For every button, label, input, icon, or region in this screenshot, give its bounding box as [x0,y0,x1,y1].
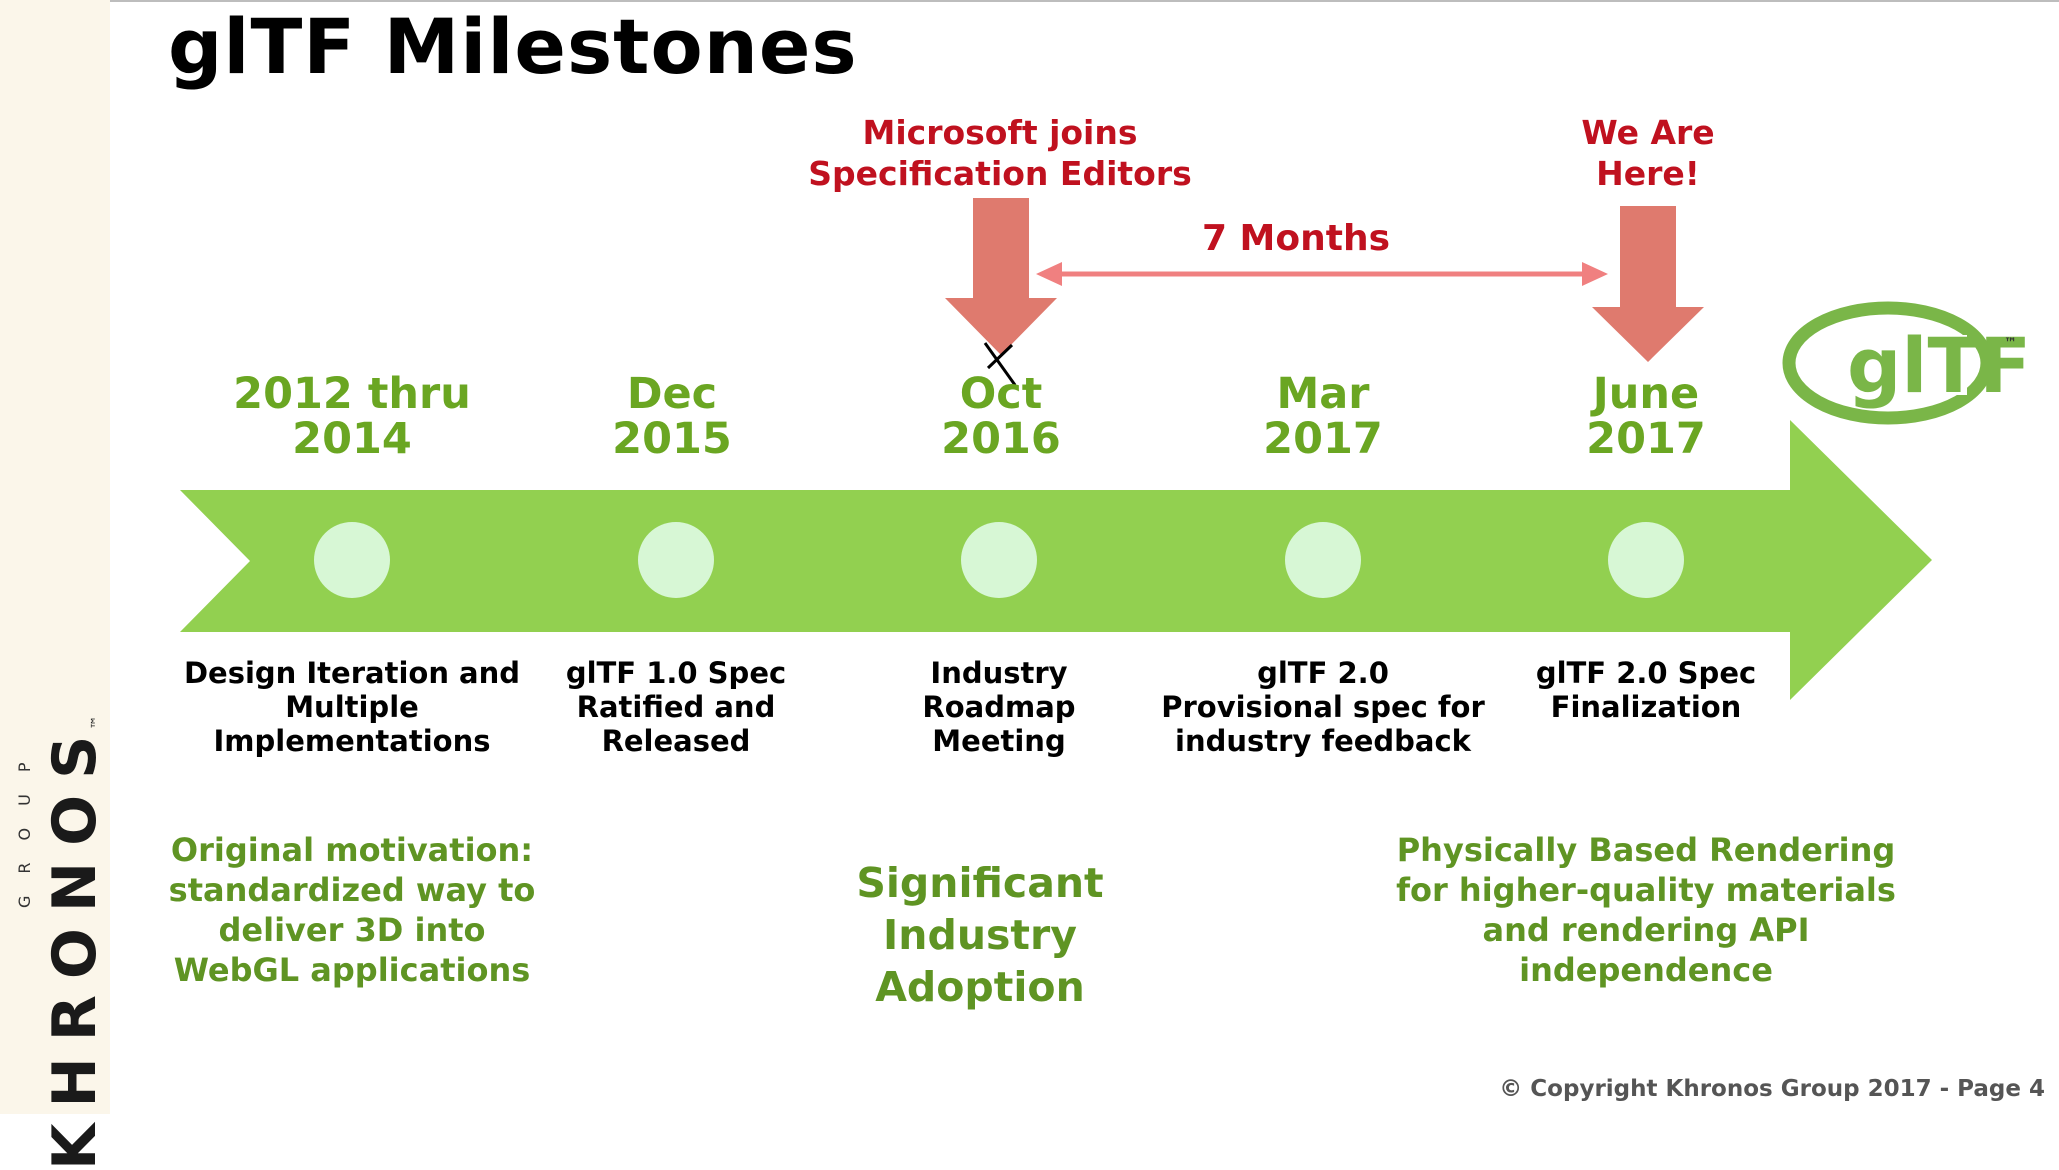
milestone-date-3: Oct 2016 [841,372,1161,462]
microsoft-callout-line1: Microsoft joins [862,113,1138,152]
milestone-node-2 [638,522,714,598]
microsoft-callout: Microsoft joins Specification Editors [800,112,1200,194]
milestone-node-1 [314,522,390,598]
milestone-date-4-line1: Mar [1276,369,1370,419]
milestone-date-1: 2012 thru 2014 [192,372,512,462]
milestone-desc-1-line3: Implementations [213,724,491,758]
milestone-date-2-line2: 2015 [612,414,732,464]
duration-arrow-right-head [1582,262,1608,286]
note-pbr: Physically Based Rendering for higher-qu… [1396,830,1896,990]
microsoft-callout-line2: Specification Editors [808,154,1192,193]
note-left-line2: standardized way to [168,871,536,909]
note-right-line1: Physically Based Rendering [1396,831,1896,869]
milestone-date-5-line2: 2017 [1586,414,1706,464]
note-left-line4: WebGL applications [173,951,531,989]
timeline-arrow [180,420,1932,700]
note-right-line4: independence [1519,951,1773,989]
milestone-desc-1: Design Iteration and Multiple Implementa… [182,656,522,758]
note-center-line2: Industry Adoption [875,911,1085,1011]
milestone-date-2: Dec 2015 [512,372,832,462]
note-right-line2: for higher-quality materials [1396,871,1896,909]
milestone-node-4 [1285,522,1361,598]
here-callout-line2: Here! [1596,154,1700,193]
copyright-footer: © Copyright Khronos Group 2017 - Page 4 [1499,1076,2045,1102]
milestone-node-3 [961,522,1037,598]
milestone-desc-4: glTF 2.0 Provisional spec for industry f… [1148,656,1498,758]
duration-arrow-left-head [1036,262,1062,286]
note-left-line3: deliver 3D into [218,911,486,949]
milestone-date-3-line1: Oct [959,369,1043,419]
milestone-date-4: Mar 2017 [1163,372,1483,462]
gltf-logo-tm: ™ [2004,336,2017,351]
milestone-desc-3-line3: Meeting [932,724,1066,758]
note-center-line1: Significant [856,859,1104,907]
milestone-date-1-line1: 2012 thru [233,369,471,419]
microsoft-down-arrow [945,198,1057,355]
here-callout-line1: We Are [1581,113,1715,152]
gltf-logo-text: glTF [1847,321,2031,410]
note-left-line1: Original motivation: [170,831,534,869]
milestone-desc-3-line2: Roadmap [922,690,1076,724]
milestone-desc-1-line2: Multiple [285,690,419,724]
milestone-desc-3-line1: Industry [930,656,1068,690]
timeline-graphics: glTF ™ [180,198,2031,700]
milestone-desc-4-line2: Provisional spec for [1161,690,1485,724]
sidebar-band [0,0,110,1114]
milestone-date-1-line2: 2014 [292,414,412,464]
duration-label: 7 Months [1201,218,1391,259]
top-rule [110,0,2059,2]
milestone-date-2-line1: Dec [626,369,718,419]
page-title: glTF Milestones [168,2,858,91]
milestone-desc-4-line3: industry feedback [1175,724,1471,758]
milestone-desc-5: glTF 2.0 Spec Finalization [1486,656,1806,724]
milestone-desc-2-line3: Released [601,724,751,758]
milestone-date-3-line2: 2016 [941,414,1061,464]
milestone-node-5 [1608,522,1684,598]
note-right-line3: and rendering API [1482,911,1810,949]
milestone-desc-1-line1: Design Iteration and [183,656,521,690]
milestone-desc-5-line2: Finalization [1550,690,1742,724]
milestone-date-4-line2: 2017 [1263,414,1383,464]
milestone-desc-2-line2: Ratified and [576,690,776,724]
gltf-logo-ring [1782,301,1994,425]
milestone-desc-2: glTF 1.0 Spec Ratified and Released [526,656,826,758]
note-original-motivation: Original motivation: standardized way to… [162,830,542,990]
milestone-desc-4-line1: glTF 2.0 [1257,656,1389,690]
milestone-desc-3: Industry Roadmap Meeting [859,656,1139,758]
milestone-date-5: June 2017 [1486,372,1806,462]
milestone-desc-2-line1: glTF 1.0 Spec [565,656,787,690]
note-significant-adoption: Significant Industry Adoption [775,857,1185,1013]
milestone-desc-5-line1: glTF 2.0 Spec [1535,656,1757,690]
here-callout: We Are Here! [1548,112,1748,194]
here-down-arrow [1592,206,1704,362]
milestone-date-5-line1: June [1592,369,1700,419]
